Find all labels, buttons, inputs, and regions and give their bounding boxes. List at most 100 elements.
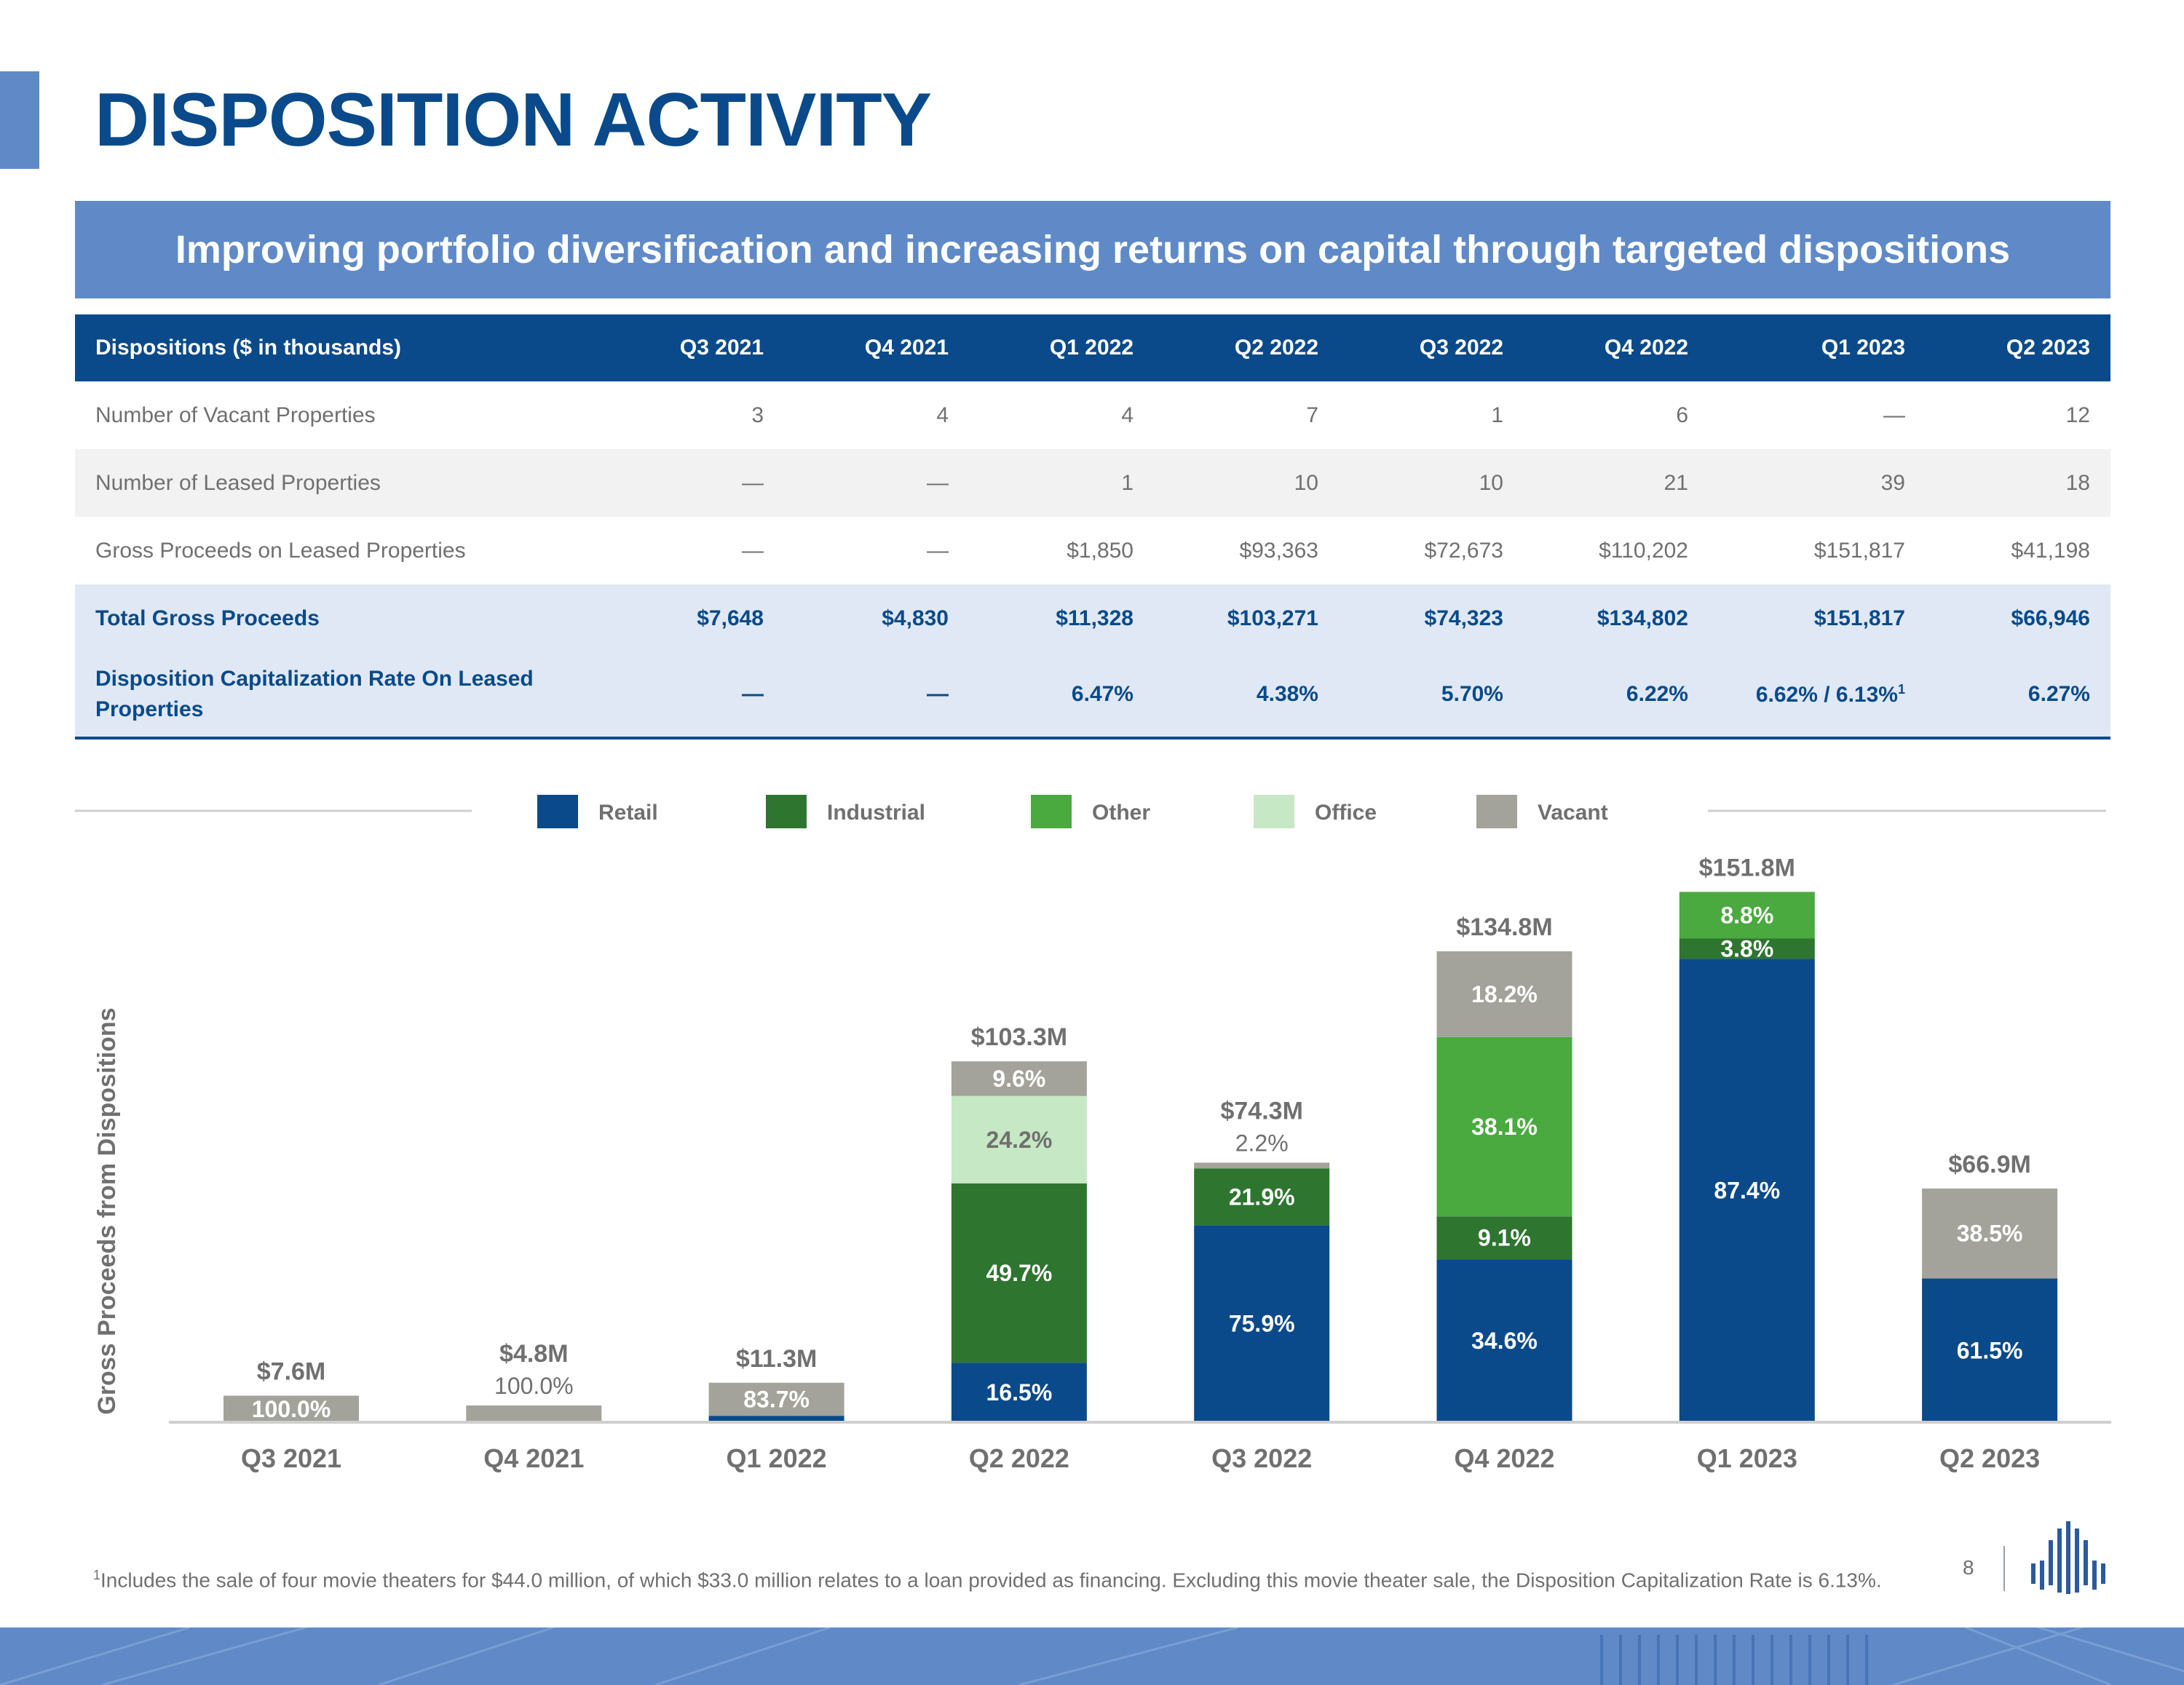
bar-segment-vacant-q3-2022 bbox=[1194, 1162, 1330, 1169]
bar-total-label: $11.3M bbox=[736, 1345, 818, 1373]
row-label: Number of Leased Properties bbox=[75, 449, 599, 517]
table-row-gross-proceeds-leased: Gross Proceeds on Leased Properties — — … bbox=[75, 517, 2110, 584]
bar-segment-vacant-q4-2021 bbox=[466, 1405, 602, 1422]
table-cell: — bbox=[927, 538, 949, 563]
footnote-text: Includes the sale of four movie theaters… bbox=[100, 1569, 1882, 1592]
bar-group: 100.0%$7.6M100.0%$4.8M16.3%83.7%$11.3M16… bbox=[223, 854, 2058, 1422]
row-label: Gross Proceeds on Leased Properties bbox=[95, 538, 466, 563]
legend-swatch-retail bbox=[537, 795, 578, 828]
header-q2-2022: Q2 2022 bbox=[1154, 314, 1339, 381]
legend-swatch-vacant bbox=[1476, 795, 1517, 828]
legend-label-retail: Retail bbox=[598, 801, 658, 825]
bar-total-label: $151.8M bbox=[1699, 854, 1795, 881]
table-cell: $66,946 bbox=[1926, 584, 2110, 652]
page-number: 8 bbox=[1963, 1556, 1974, 1579]
bar-segment-retail-q2-2022 bbox=[951, 1363, 1087, 1422]
table-cell: 10 bbox=[1154, 449, 1339, 517]
bar-segment-label: 61.5% bbox=[1957, 1337, 2023, 1363]
bar-total-label: $7.6M bbox=[257, 1358, 326, 1386]
bar-segment-label: 8.8% bbox=[1720, 902, 1773, 928]
chart-legend: Retail Industrial Other Office Vacant bbox=[537, 795, 1608, 828]
bar-segment-vacant-q4-2022 bbox=[1436, 951, 1572, 1037]
bar-segment-industrial-q3-2022 bbox=[1194, 1168, 1330, 1226]
table-cell: — bbox=[784, 652, 969, 740]
bar-total-label: $74.3M bbox=[1220, 1097, 1302, 1125]
table-cell: $151,817 bbox=[1709, 584, 1926, 652]
table-cell: — bbox=[784, 449, 969, 517]
bar-segment-industrial-q1-2023 bbox=[1679, 938, 1815, 959]
bar-segment-vacant-q2-2023 bbox=[1922, 1188, 2058, 1279]
header-q4-2022: Q4 2022 bbox=[1524, 314, 1709, 381]
page-title: DISPOSITION ACTIVITY bbox=[95, 78, 932, 162]
headline-banner: Improving portfolio diversification and … bbox=[75, 201, 2110, 298]
bar-total-label: $134.8M bbox=[1456, 913, 1552, 941]
x-tick-label: Q3 2022 bbox=[1211, 1443, 1312, 1473]
table-cell: — bbox=[599, 449, 784, 517]
header-label: Dispositions ($ in thousands) bbox=[75, 314, 599, 381]
bar-segment-label: 83.7% bbox=[743, 1386, 810, 1412]
bar-segment-label: 38.1% bbox=[1471, 1114, 1538, 1140]
bar-segment-retail-q1-2022 bbox=[708, 1416, 844, 1422]
row-label: Number of Vacant Properties bbox=[95, 403, 376, 427]
table-cell: 4.38% bbox=[1154, 652, 1339, 740]
bar-segment-industrial-q4-2022 bbox=[1436, 1216, 1572, 1260]
header-q3-2022: Q3 2022 bbox=[1339, 314, 1524, 381]
bar-segment-industrial-q2-2022 bbox=[951, 1183, 1087, 1363]
table-cell: 1 bbox=[969, 449, 1154, 517]
table-cell: 6.27% bbox=[1926, 652, 2110, 740]
footer-decorative-band bbox=[0, 1627, 2184, 1685]
title-accent-bar bbox=[0, 71, 39, 169]
bar-segment-label: 3.8% bbox=[1720, 935, 1773, 962]
table-cell: 10 bbox=[1339, 449, 1524, 517]
bar-segment-label: 16.5% bbox=[986, 1379, 1053, 1406]
x-tick-label: Q2 2022 bbox=[969, 1443, 1069, 1473]
dispositions-table: Dispositions ($ in thousands) Q3 2021 Q4… bbox=[75, 314, 2110, 740]
x-axis-ticks: Q3 2021 Q4 2021 Q1 2022 Q2 2022 Q3 2022 Q4 20… bbox=[241, 1443, 2040, 1473]
table-cell: — bbox=[599, 652, 784, 740]
table-cell: 3 bbox=[751, 403, 764, 427]
table-cell: $41,198 bbox=[2011, 538, 2090, 563]
table-cell: — bbox=[742, 538, 764, 563]
bar-segment-label: 100.0% bbox=[494, 1373, 574, 1399]
header-q1-2022: Q1 2022 bbox=[969, 314, 1154, 381]
bar-segment-other-q1-2023 bbox=[1679, 892, 1815, 939]
table-cell: $4,830 bbox=[784, 584, 969, 652]
cap-rate-value: 6.62% / 6.13% bbox=[1755, 682, 1898, 707]
header-q2-2023: Q2 2023 bbox=[1926, 314, 2110, 381]
bar-segment-vacant-q3-2021 bbox=[223, 1395, 359, 1422]
bar-segment-label: 49.7% bbox=[986, 1260, 1053, 1286]
table-cell: 39 bbox=[1709, 449, 1926, 517]
x-tick-label: Q4 2022 bbox=[1454, 1443, 1554, 1473]
table-cell: $103,271 bbox=[1154, 584, 1339, 652]
table-cell: $1,850 bbox=[1067, 538, 1133, 563]
y-axis-label: Gross Proceeds from Dispositions bbox=[93, 1007, 121, 1414]
table-cell: 1 bbox=[1491, 403, 1503, 427]
bar-segment-retail-q1-2023 bbox=[1679, 959, 1815, 1422]
footer-pattern bbox=[0, 1627, 2184, 1685]
company-logo-icon bbox=[2031, 1521, 2105, 1594]
legend-swatch-industrial bbox=[766, 795, 807, 828]
table-cell: 18 bbox=[1926, 449, 2110, 517]
table-cell: 6.62% / 6.13%1 bbox=[1709, 652, 1926, 740]
bar-segment-label: 34.6% bbox=[1471, 1328, 1538, 1354]
footnote: 1Includes the sale of four movie theater… bbox=[93, 1561, 1899, 1595]
x-tick-label: Q1 2023 bbox=[1697, 1443, 1797, 1473]
bar-segment-label: 2.2% bbox=[1235, 1130, 1289, 1156]
table-row-leased-properties: Number of Leased Properties — — 1 10 10 … bbox=[75, 449, 2110, 517]
table-cell: $134,802 bbox=[1524, 584, 1709, 652]
table-cell: 4 bbox=[1121, 403, 1133, 427]
table-cell: 4 bbox=[936, 403, 949, 427]
page-number-divider bbox=[2003, 1546, 2005, 1591]
legend-label-office: Office bbox=[1315, 801, 1377, 825]
bar-segment-other-q4-2022 bbox=[1436, 1036, 1572, 1217]
bar-segment-retail-q2-2023 bbox=[1922, 1278, 2058, 1422]
x-tick-label: Q1 2022 bbox=[727, 1443, 827, 1473]
bar-segment-retail-q3-2022 bbox=[1194, 1225, 1330, 1422]
bar-segment-label: 24.2% bbox=[986, 1127, 1053, 1153]
table-cell: $11,328 bbox=[969, 584, 1154, 652]
bar-segment-label: 100.0% bbox=[252, 1396, 331, 1422]
bar-total-label: $4.8M bbox=[499, 1340, 569, 1368]
table-cell: $74,323 bbox=[1339, 584, 1524, 652]
row-label: Total Gross Proceeds bbox=[75, 584, 599, 652]
legend-swatch-office bbox=[1254, 795, 1294, 828]
